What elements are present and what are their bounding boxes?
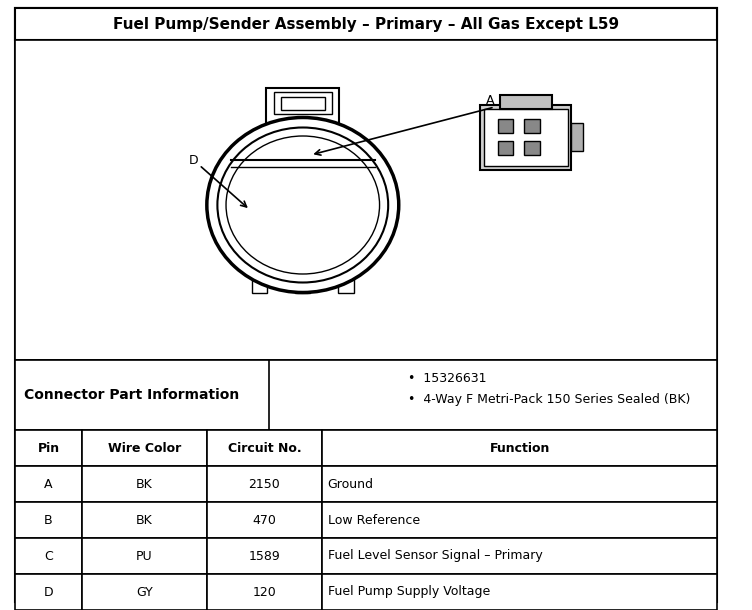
Ellipse shape [207, 118, 399, 293]
Bar [207, 466, 322, 502]
Bar [207, 574, 322, 610]
Bar [15, 40, 717, 360]
Bar [82, 574, 207, 610]
Ellipse shape [217, 127, 388, 282]
Bar [280, 96, 325, 110]
Bar [277, 237, 291, 255]
Bar [15, 538, 82, 574]
Bar [484, 109, 568, 166]
Bar [322, 538, 717, 574]
Bar [15, 8, 717, 40]
Bar [274, 231, 295, 261]
Ellipse shape [226, 136, 380, 274]
Text: PU: PU [136, 550, 153, 562]
Text: •  4-Way F Metri-Pack 150 Series Sealed (BK): • 4-Way F Metri-Pack 150 Series Sealed (… [408, 393, 691, 406]
Bar [311, 231, 332, 261]
Bar [322, 430, 717, 466]
Bar [524, 119, 540, 133]
Bar [499, 95, 552, 109]
Bar [234, 227, 262, 265]
Bar [524, 141, 540, 155]
Bar [82, 466, 207, 502]
Bar [350, 237, 364, 255]
Bar [295, 274, 311, 293]
Text: BK: BK [136, 478, 153, 490]
Bar [572, 123, 583, 151]
Bar [207, 430, 322, 466]
Text: Connector Part Information: Connector Part Information [24, 388, 240, 402]
Bar [338, 274, 353, 293]
Text: 470: 470 [253, 514, 276, 526]
Bar [82, 430, 207, 466]
Bar [498, 141, 513, 155]
Text: BK: BK [136, 514, 153, 526]
Text: Fuel Pump Supply Voltage: Fuel Pump Supply Voltage [328, 586, 490, 598]
Text: Fuel Level Sensor Signal – Primary: Fuel Level Sensor Signal – Primary [328, 550, 542, 562]
Text: GY: GY [136, 586, 153, 598]
Bar [15, 574, 82, 610]
Text: A: A [486, 93, 494, 107]
Bar [15, 360, 269, 430]
Text: Function: Function [490, 442, 550, 454]
Bar [347, 231, 368, 261]
Text: Wire Color: Wire Color [108, 442, 181, 454]
Bar [207, 538, 322, 574]
Text: Low Reference: Low Reference [328, 514, 420, 526]
Bar [322, 466, 717, 502]
Text: C: C [44, 550, 53, 562]
Bar [343, 227, 372, 265]
Text: D: D [189, 154, 199, 168]
Bar [207, 502, 322, 538]
Text: 1589: 1589 [248, 550, 280, 562]
Bar [82, 538, 207, 574]
Bar [270, 227, 299, 265]
Bar [498, 119, 513, 133]
Text: Ground: Ground [328, 478, 374, 490]
Bar [15, 430, 82, 466]
Bar [322, 502, 717, 538]
Text: 2150: 2150 [248, 478, 280, 490]
Bar [252, 274, 267, 293]
Bar [274, 92, 332, 113]
Bar [314, 237, 328, 255]
Bar [15, 360, 717, 430]
Bar [241, 237, 255, 255]
Bar [322, 574, 717, 610]
Text: Pin: Pin [38, 442, 59, 454]
Bar [266, 87, 339, 123]
Text: A: A [44, 478, 53, 490]
Text: D: D [44, 586, 53, 598]
Text: Fuel Pump/Sender Assembly – Primary – All Gas Except L59: Fuel Pump/Sender Assembly – Primary – Al… [113, 16, 619, 32]
Text: Circuit No.: Circuit No. [228, 442, 302, 454]
Text: 120: 120 [253, 586, 276, 598]
Bar [481, 105, 572, 170]
Bar [307, 227, 335, 265]
Bar [15, 502, 82, 538]
Text: •  15326631: • 15326631 [408, 371, 487, 384]
Bar [82, 502, 207, 538]
Bar [15, 466, 82, 502]
Text: B: B [44, 514, 53, 526]
Bar [238, 231, 259, 261]
